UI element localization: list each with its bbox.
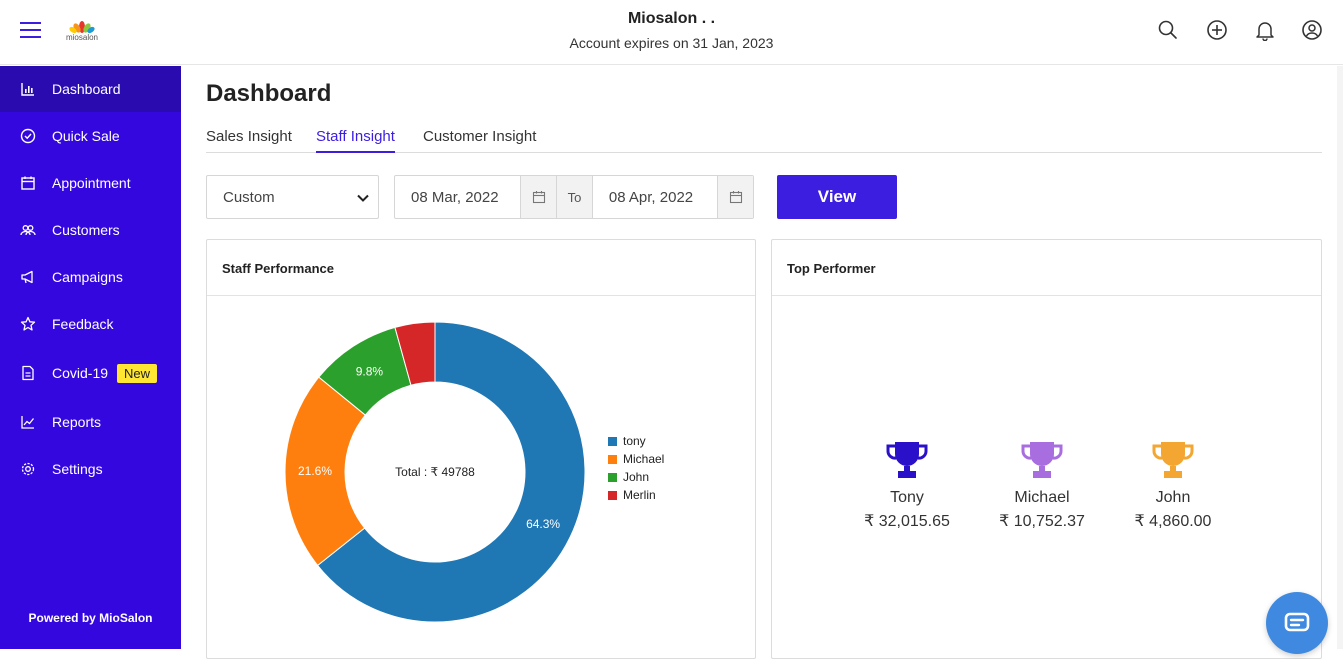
date-range-picker: 08 Mar, 2022 To 08 Apr, 2022 — [394, 175, 754, 219]
document-icon — [22, 365, 34, 381]
calendar-icon — [532, 191, 545, 204]
add-circle-icon[interactable] — [1206, 19, 1228, 41]
sidebar-item-dashboard[interactable]: Dashboard — [0, 66, 181, 112]
sidebar-item-covid-19[interactable]: Covid-19 New — [0, 350, 181, 396]
performer-amount: ₹ 10,752.37 — [999, 513, 1085, 530]
gear-icon — [21, 462, 35, 476]
donut-data-label: 21.6% — [298, 464, 332, 478]
logo-text: miosalon — [65, 33, 98, 42]
to-date-field[interactable]: 08 Apr, 2022 — [591, 176, 717, 218]
trophy-icon — [886, 442, 928, 478]
donut-slice-merlin[interactable] — [394, 321, 436, 386]
tab-customer-insight[interactable]: Customer Insight — [423, 128, 537, 145]
performer-name: John — [1155, 489, 1191, 506]
calendar-icon — [729, 191, 742, 204]
legend-item-merlin[interactable]: Merlin — [608, 486, 664, 504]
to-label: To — [556, 176, 592, 218]
donut-center-total: Total : ₹ 49788 — [395, 465, 475, 479]
trophy-icon — [1152, 442, 1194, 478]
sidebar-item-reports[interactable]: Reports — [0, 399, 181, 445]
trophy-icon — [1021, 442, 1063, 478]
performer-john: John ₹ 4,860.00 — [1123, 440, 1223, 531]
user-icon[interactable] — [1301, 19, 1323, 41]
performer-amount: ₹ 4,860.00 — [1134, 513, 1212, 530]
legend-swatch — [608, 454, 617, 464]
chevron-down-icon — [357, 194, 369, 202]
search-icon[interactable] — [1157, 19, 1179, 41]
calendar-icon — [21, 176, 35, 190]
sidebar-item-quick-sale[interactable]: Quick Sale — [0, 113, 181, 159]
donut-data-label: 9.8% — [356, 364, 384, 378]
card-title: Top Performer — [772, 240, 1321, 296]
date-range-value: Custom — [223, 189, 275, 206]
donut-data-label: 64.3% — [526, 517, 560, 531]
sidebar-item-label: Reports — [52, 414, 102, 430]
powered-by: Powered by MioSalon — [28, 611, 153, 625]
bar-chart-icon — [21, 83, 34, 96]
chart-legend: tony Michael John Merlin — [608, 432, 664, 504]
account-expiry: Account expires on 31 Jan, 2023 — [569, 35, 774, 51]
legend-label: Michael — [623, 452, 665, 466]
staff-performance-chart: 64.3% 21.6% 9.8% Total : ₹ 49788 — [284, 321, 586, 623]
legend-swatch — [608, 436, 617, 446]
check-circle-icon — [20, 128, 36, 144]
users-icon — [20, 225, 36, 236]
sidebar-item-appointment[interactable]: Appointment — [0, 160, 181, 206]
menu-icon[interactable] — [20, 22, 41, 40]
sidebar: Dashboard Quick Sale Appointment Custome… — [0, 66, 181, 649]
bell-icon[interactable] — [1254, 19, 1276, 41]
legend-label: John — [623, 470, 650, 484]
sidebar-item-feedback[interactable]: Feedback — [0, 301, 181, 347]
legend-swatch — [608, 472, 617, 482]
page-scrollbar[interactable] — [1337, 66, 1343, 649]
legend-item-john[interactable]: John — [608, 468, 664, 486]
sidebar-item-settings[interactable]: Settings — [0, 446, 181, 492]
star-icon — [20, 316, 36, 331]
sidebar-item-label: Quick Sale — [52, 128, 120, 144]
legend-label: tony — [623, 434, 646, 448]
sidebar-item-campaigns[interactable]: Campaigns — [0, 254, 181, 300]
performer-name: Tony — [890, 489, 924, 506]
trend-icon — [21, 416, 35, 429]
account-header: Miosalon . . Account expires on 31 Jan, … — [0, 10, 1343, 51]
legend-label: Merlin — [623, 488, 656, 502]
performer-michael: Michael ₹ 10,752.37 — [992, 440, 1092, 531]
tab-staff-insight[interactable]: Staff Insight — [316, 128, 395, 153]
donut-slice-tony[interactable] — [316, 321, 586, 623]
from-calendar-button[interactable] — [520, 176, 557, 218]
insight-tabs: Sales Insight Staff Insight Customer Ins… — [206, 128, 1322, 153]
top-bar: miosalon Miosalon . . Account expires on… — [0, 0, 1343, 65]
page-title: Dashboard — [206, 80, 332, 107]
sidebar-item-label: Dashboard — [52, 81, 121, 97]
from-date-field[interactable]: 08 Mar, 2022 — [411, 189, 499, 206]
sidebar-item-label: Settings — [52, 461, 103, 477]
chat-icon — [1284, 612, 1310, 632]
sidebar-item-label: Feedback — [52, 316, 114, 332]
sidebar-item-label: Covid-19 — [52, 365, 109, 381]
chat-button[interactable] — [1266, 592, 1328, 654]
performer-name: Michael — [1014, 489, 1070, 506]
sidebar-item-label: Customers — [52, 222, 120, 238]
sidebar-item-customers[interactable]: Customers — [0, 207, 181, 253]
date-range-select[interactable]: Custom — [206, 175, 379, 219]
legend-item-michael[interactable]: Michael — [608, 450, 664, 468]
legend-item-tony[interactable]: tony — [608, 432, 664, 450]
performer-amount: ₹ 32,015.65 — [864, 513, 950, 530]
salon-name: Miosalon . . — [627, 10, 716, 27]
to-calendar-button[interactable] — [717, 176, 753, 218]
sidebar-item-label: Appointment — [52, 175, 131, 191]
megaphone-icon — [21, 270, 33, 284]
performer-tony: Tony ₹ 32,015.65 — [857, 440, 957, 531]
tab-sales-insight[interactable]: Sales Insight — [206, 128, 292, 145]
new-badge: New — [117, 363, 158, 383]
legend-swatch — [608, 490, 617, 500]
logo-icon — [69, 21, 95, 34]
logo[interactable]: miosalon — [61, 18, 103, 44]
card-title: Staff Performance — [207, 240, 755, 296]
view-button[interactable]: View — [777, 175, 897, 219]
sidebar-item-label: Campaigns — [52, 269, 123, 285]
